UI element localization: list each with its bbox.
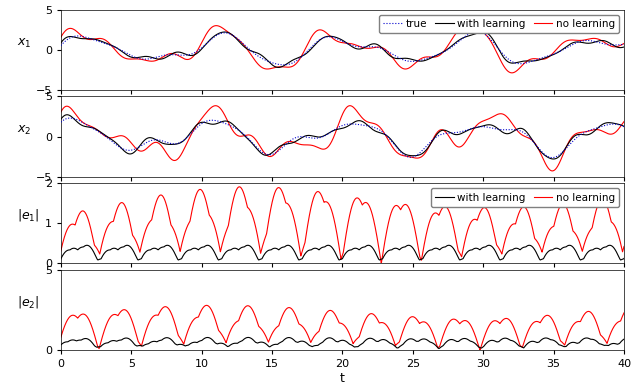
- Y-axis label: $x_1$: $x_1$: [17, 37, 31, 50]
- X-axis label: t: t: [340, 372, 345, 385]
- Y-axis label: $x_2$: $x_2$: [17, 123, 31, 137]
- Legend: with learning, no learning: with learning, no learning: [431, 188, 619, 207]
- Y-axis label: $|e_1|$: $|e_1|$: [17, 207, 39, 223]
- Legend: true, with learning, no learning: true, with learning, no learning: [379, 15, 619, 33]
- Y-axis label: $|e_2|$: $|e_2|$: [17, 294, 39, 310]
